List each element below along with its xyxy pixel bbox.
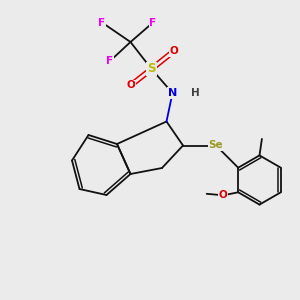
Text: F: F	[106, 56, 113, 67]
Text: O: O	[219, 190, 228, 200]
Text: S: S	[147, 62, 156, 76]
Text: O: O	[126, 80, 135, 91]
Text: O: O	[169, 46, 178, 56]
Text: F: F	[149, 17, 157, 28]
Text: Se: Se	[209, 140, 223, 151]
Text: N: N	[168, 88, 177, 98]
Text: H: H	[190, 88, 199, 98]
Text: F: F	[98, 17, 106, 28]
